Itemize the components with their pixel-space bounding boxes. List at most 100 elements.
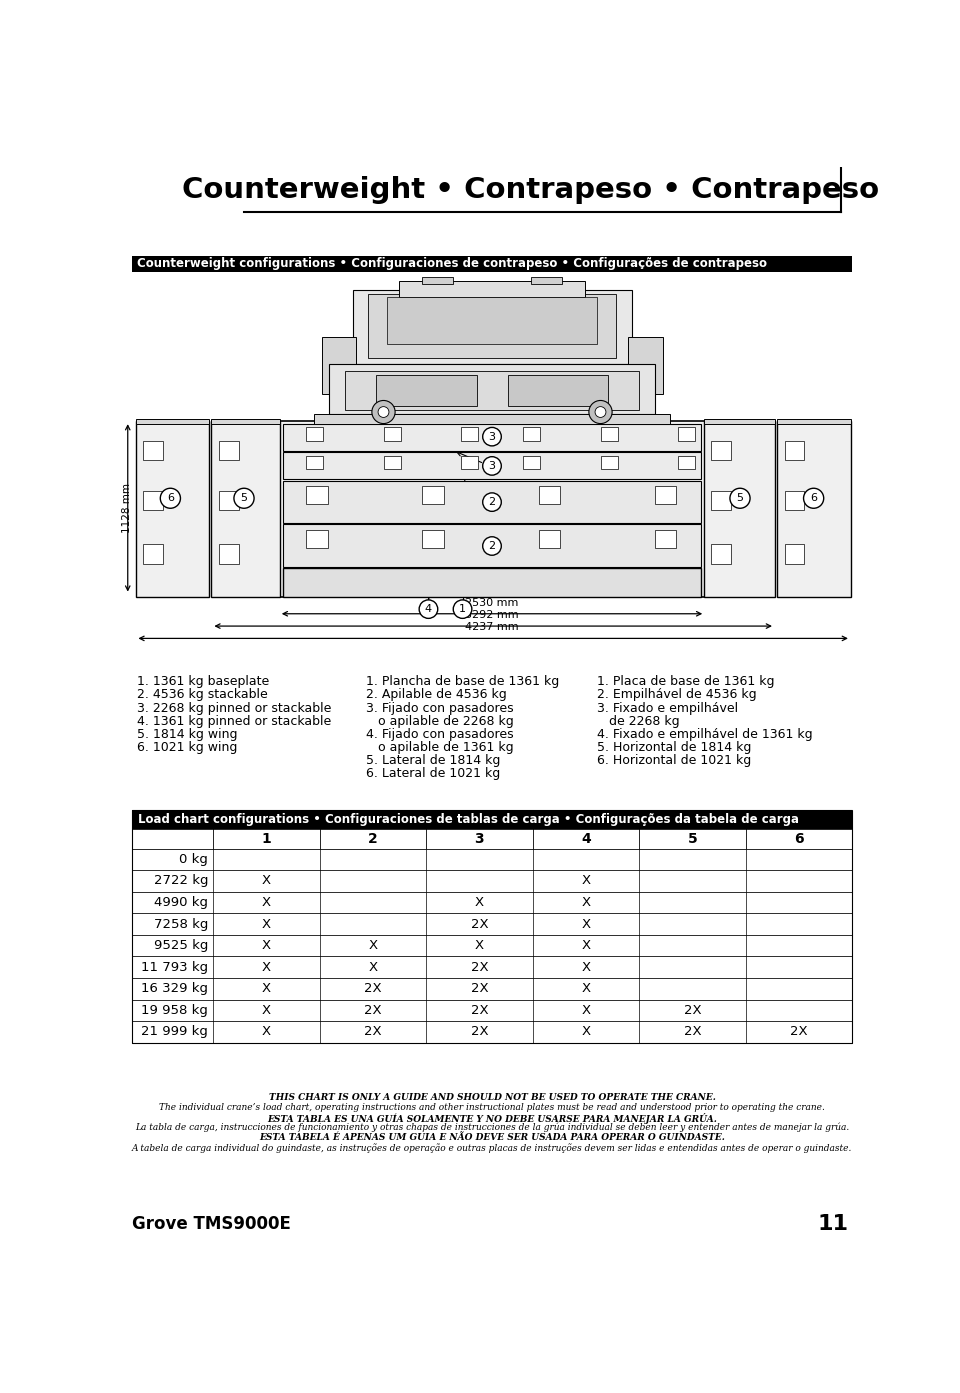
Text: 4237 mm: 4237 mm (466, 623, 518, 632)
Text: 1. Plancha de base de 1361 kg: 1. Plancha de base de 1361 kg (367, 676, 560, 688)
Text: 2X: 2X (364, 1025, 382, 1038)
Text: 4: 4 (425, 605, 432, 614)
Circle shape (483, 457, 501, 475)
Text: Counterweight configurations • Configuraciones de contrapeso • Configurações de: Counterweight configurations • Configura… (137, 258, 767, 270)
Text: X: X (262, 961, 271, 974)
Text: 4: 4 (581, 832, 590, 846)
Bar (283, 481, 701, 522)
Bar (399, 281, 585, 297)
Text: 5: 5 (241, 493, 248, 503)
Text: 1128 mm: 1128 mm (122, 482, 132, 532)
Bar (306, 486, 327, 504)
Text: 2X: 2X (470, 1025, 489, 1038)
Text: o apilable de 1361 kg: o apilable de 1361 kg (367, 741, 514, 754)
Text: 2: 2 (368, 832, 377, 846)
Text: X: X (369, 939, 377, 953)
Bar (135, 421, 209, 596)
Text: X: X (582, 1004, 590, 1017)
Text: 2X: 2X (470, 982, 489, 995)
Bar (219, 545, 239, 564)
Bar (143, 545, 162, 564)
Text: 6: 6 (167, 493, 174, 503)
Bar (711, 490, 731, 510)
Circle shape (483, 536, 501, 556)
Text: 2. Empilhável de 4536 kg: 2. Empilhável de 4536 kg (596, 688, 756, 702)
Text: 2X: 2X (684, 1004, 702, 1017)
Circle shape (595, 407, 606, 418)
Text: X: X (262, 982, 271, 995)
Text: 3. Fixado e empilhável: 3. Fixado e empilhável (596, 702, 737, 715)
Text: 2722 kg: 2722 kg (154, 875, 208, 887)
Bar (628, 337, 662, 394)
Text: 2530 mm: 2530 mm (466, 598, 518, 607)
Bar (655, 529, 677, 549)
Bar (283, 524, 701, 567)
Bar (601, 456, 617, 469)
Text: X: X (582, 875, 590, 887)
Text: 16 329 kg: 16 329 kg (141, 982, 208, 995)
Text: 3: 3 (474, 832, 484, 846)
Bar (678, 456, 695, 469)
Circle shape (160, 489, 180, 508)
Bar (143, 440, 162, 460)
Bar (283, 568, 701, 596)
Bar (135, 419, 209, 423)
Text: X: X (369, 961, 377, 974)
Text: X: X (582, 1025, 590, 1038)
Text: X: X (582, 961, 590, 974)
Bar (655, 486, 677, 504)
Bar (314, 414, 670, 423)
Circle shape (372, 400, 396, 423)
Text: 2. 4536 kg stackable: 2. 4536 kg stackable (137, 688, 268, 702)
Text: 1: 1 (261, 832, 271, 846)
Circle shape (420, 600, 438, 618)
Bar (778, 419, 851, 423)
Bar (539, 529, 561, 549)
Text: 3. 2268 kg pinned or stackable: 3. 2268 kg pinned or stackable (137, 702, 331, 715)
Bar (711, 440, 731, 460)
Bar (132, 871, 852, 892)
Text: 2X: 2X (470, 918, 489, 931)
Bar (785, 440, 804, 460)
Text: 1: 1 (459, 605, 466, 614)
Bar (329, 364, 655, 414)
Circle shape (483, 428, 501, 446)
Bar (368, 294, 616, 358)
Text: ESTA TABELA É APENAS UM GUIA E NÃO DEVE SER USADA PARA OPERAR O GUINDASTE.: ESTA TABELA É APENAS UM GUIA E NÃO DEVE … (259, 1133, 725, 1142)
Bar (422, 529, 444, 549)
Text: Counterweight • Contrapeso • Contrapeso: Counterweight • Contrapeso • Contrapeso (182, 177, 879, 205)
Text: 2X: 2X (684, 1025, 702, 1038)
Bar (383, 456, 400, 469)
Text: 6: 6 (810, 493, 817, 503)
Text: 2. Apilable de 4536 kg: 2. Apilable de 4536 kg (367, 688, 507, 702)
Circle shape (453, 600, 472, 618)
Text: X: X (262, 939, 271, 953)
Bar (523, 456, 540, 469)
Circle shape (588, 400, 612, 423)
Circle shape (378, 407, 389, 418)
Text: 11: 11 (818, 1215, 849, 1234)
Bar (132, 256, 852, 272)
Bar (539, 486, 561, 504)
Bar (778, 421, 851, 596)
Text: 4. Fixado e empilhável de 1361 kg: 4. Fixado e empilhável de 1361 kg (596, 727, 812, 741)
Text: X: X (582, 939, 590, 953)
Text: de 2268 kg: de 2268 kg (596, 715, 680, 727)
Text: 3: 3 (489, 432, 495, 442)
Bar (211, 419, 280, 423)
Text: X: X (262, 875, 271, 887)
Text: 0 kg: 0 kg (180, 853, 208, 866)
Text: A tabela de carga individual do guindaste, as instruções de operação e outras pl: A tabela de carga individual do guindast… (132, 1142, 852, 1152)
Bar (132, 811, 852, 1042)
Text: 21 999 kg: 21 999 kg (141, 1025, 208, 1038)
Text: 6: 6 (794, 832, 804, 846)
Bar (383, 428, 400, 440)
Text: 5. Lateral de 1814 kg: 5. Lateral de 1814 kg (367, 754, 501, 768)
Bar (219, 490, 239, 510)
Text: 2: 2 (489, 497, 495, 507)
Bar (422, 277, 453, 284)
Bar (132, 978, 852, 1000)
Circle shape (804, 489, 824, 508)
Text: X: X (262, 896, 271, 910)
Circle shape (730, 489, 750, 508)
